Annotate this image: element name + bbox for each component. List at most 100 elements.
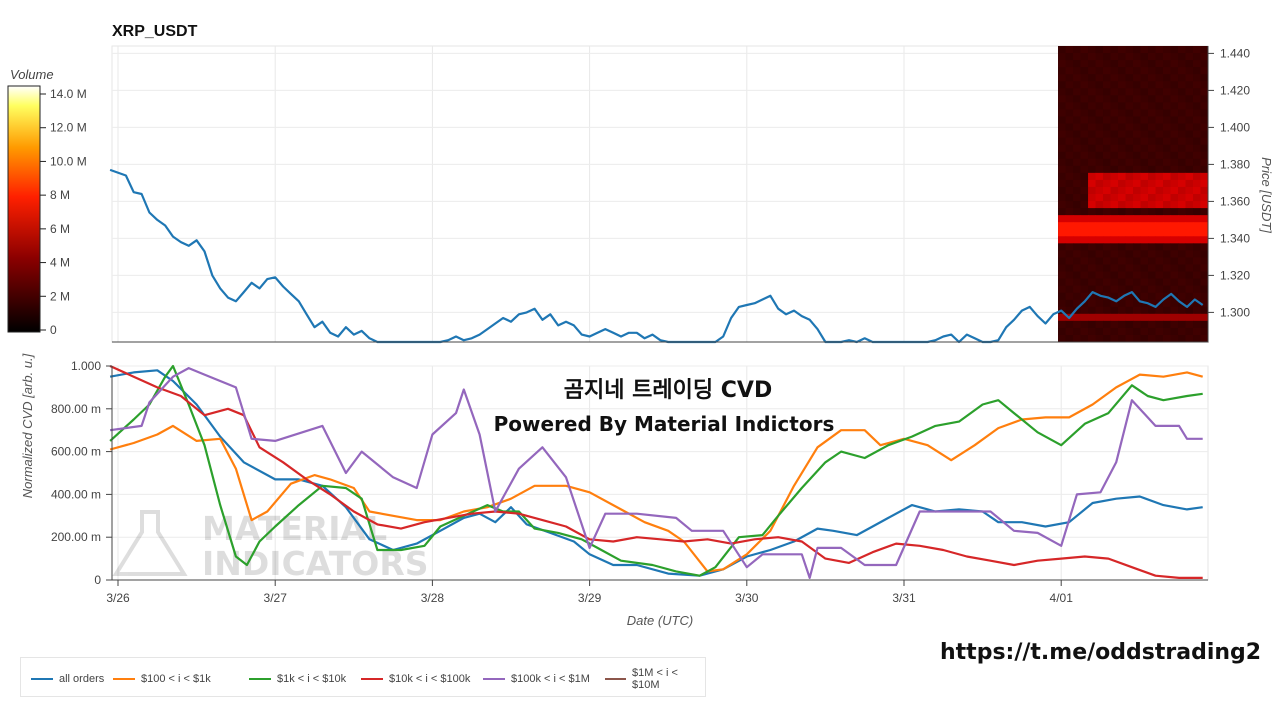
heatmap-cell [1200, 271, 1209, 280]
heatmap-cell [1170, 194, 1179, 202]
heatmap-cell [1148, 229, 1157, 237]
series-line-price [109, 168, 1204, 344]
legend-item-s100k_1m[interactable]: $100k < i < $1M [483, 671, 590, 687]
heatmap-cell [1155, 102, 1164, 110]
heatmap-cell [1148, 74, 1157, 82]
heatmap-cell [1170, 172, 1179, 181]
legend-item-s1k_10k[interactable]: $1k < i < $10k [249, 671, 346, 687]
heatmap-cell [1058, 292, 1067, 301]
heatmap-cell [1073, 257, 1082, 265]
heatmap-cell [1103, 165, 1112, 174]
heatmap-cell [1058, 236, 1067, 244]
heatmap-cell [1103, 116, 1112, 125]
heatmap-cell [1103, 172, 1112, 181]
heatmap-cell [1163, 320, 1172, 329]
heatmap-cell [1178, 109, 1187, 117]
legend-label: $100 < i < $1k [141, 673, 211, 685]
heatmap-cell [1065, 53, 1074, 61]
heatmap-cell [1148, 46, 1157, 54]
cvd-axis: 0 200.00 m 400.00 m 600.00 m 800.00 m 1.000 [51, 359, 113, 587]
price-tick-label: 1.440 [1220, 46, 1250, 60]
heatmap-cell [1103, 130, 1112, 139]
heatmap-cell [1103, 229, 1112, 237]
heatmap-cell [1065, 186, 1074, 195]
legend-item-s100_1k[interactable]: $100 < i < $1k [113, 671, 211, 687]
heatmap-cell [1133, 95, 1142, 103]
heatmap-cell [1178, 243, 1187, 251]
heatmap-cell [1193, 67, 1202, 75]
heatmap-cell [1155, 257, 1164, 265]
heatmap-cell [1140, 208, 1149, 216]
heatmap-cell [1095, 334, 1104, 343]
heatmap-cell [1080, 292, 1089, 301]
heatmap-cell [1118, 46, 1127, 54]
heatmap-cell [1170, 109, 1179, 117]
heatmap-cell [1133, 116, 1142, 125]
heatmap-cell [1155, 327, 1164, 336]
heatmap-cell [1163, 53, 1172, 61]
heatmap-cell [1140, 172, 1149, 181]
heatmap-cell [1163, 158, 1172, 167]
heatmap-cell [1110, 292, 1119, 301]
heatmap-cell [1170, 299, 1179, 308]
heatmap-cell [1065, 144, 1074, 153]
heatmap-cell [1065, 299, 1074, 308]
heatmap-cell [1103, 74, 1112, 82]
heatmap-cell [1140, 67, 1149, 75]
heatmap-cell [1125, 158, 1134, 167]
heatmap-cell [1140, 229, 1149, 237]
heatmap-cell [1095, 208, 1104, 216]
heatmap-cell [1088, 165, 1097, 174]
heatmap-cell [1200, 53, 1209, 61]
heatmap-cell [1080, 137, 1089, 146]
heatmap-cell [1095, 306, 1104, 315]
heatmap-cell [1118, 81, 1127, 89]
heatmap-cell [1080, 179, 1089, 188]
heatmap-cell [1185, 123, 1194, 132]
heatmap-cell [1065, 102, 1074, 110]
heatmap-cell [1178, 320, 1187, 329]
colorbar-tick-label: 4 M [50, 256, 70, 270]
heatmap-cell [1140, 334, 1149, 343]
heatmap-cell [1065, 215, 1074, 223]
heatmap-cell [1088, 278, 1097, 287]
heatmap-cell [1170, 158, 1179, 167]
heatmap-cell [1073, 278, 1082, 287]
heatmap-cell [1185, 334, 1194, 343]
heatmap-cell [1155, 151, 1164, 160]
heatmap-cell [1170, 306, 1179, 315]
heatmap-cell [1103, 102, 1112, 110]
heatmap-cell [1140, 116, 1149, 125]
heatmap-cell [1193, 264, 1202, 273]
heatmap-cell [1148, 236, 1157, 244]
heatmap-cell [1080, 208, 1089, 216]
telegram-link[interactable]: https://t.me/oddstrading2 [940, 640, 1262, 665]
heatmap-cell [1170, 53, 1179, 61]
legend-item-s10k_100k[interactable]: $10k < i < $100k [361, 671, 470, 687]
heatmap-cell [1110, 95, 1119, 103]
legend-item-s1m_10m[interactable]: $1M < i < $10M [605, 667, 705, 691]
heatmap-cell [1065, 201, 1074, 209]
heatmap-cell [1058, 67, 1067, 75]
heatmap-cell [1110, 327, 1119, 336]
heatmap-cell [1178, 208, 1187, 216]
heatmap-cell [1133, 88, 1142, 96]
heatmap-cell [1110, 81, 1119, 89]
flask-icon [112, 510, 188, 576]
heatmap-cell [1133, 53, 1142, 61]
heatmap-cell [1095, 88, 1104, 96]
legend-item-all_orders[interactable]: all orders [31, 671, 104, 687]
heatmap-cell [1133, 172, 1142, 181]
heatmap-cell [1095, 172, 1104, 181]
heatmap-cell [1080, 278, 1089, 287]
heatmap-cell [1178, 144, 1187, 153]
heatmap-cell [1193, 144, 1202, 153]
heatmap-cell [1118, 264, 1127, 273]
heatmap-cell [1140, 186, 1149, 195]
heatmap-cell [1163, 81, 1172, 89]
heatmap-cell [1088, 95, 1097, 103]
heatmap-cell [1193, 123, 1202, 132]
heatmap-cell [1125, 67, 1134, 75]
heatmap-cell [1080, 222, 1089, 230]
